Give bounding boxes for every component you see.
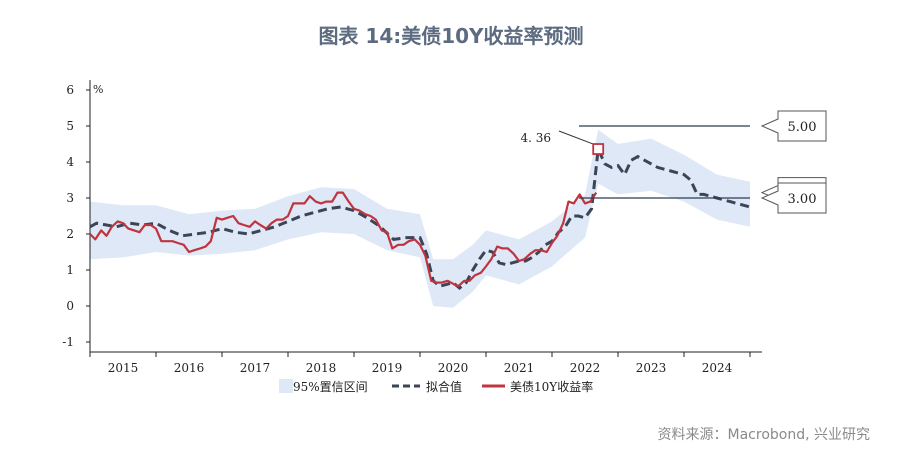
x-tick-label: 2020 bbox=[438, 361, 469, 375]
y-tick-label: 3 bbox=[66, 191, 74, 205]
y-axis-unit: % bbox=[93, 83, 103, 96]
y-tick-label: 6 bbox=[66, 83, 74, 97]
y-tick-label: 0 bbox=[66, 299, 74, 313]
y-tick-label: 1 bbox=[66, 263, 74, 277]
lower-callout-box bbox=[760, 182, 827, 214]
x-tick-label: 2016 bbox=[174, 361, 205, 375]
peak-marker bbox=[592, 143, 605, 155]
chart-title: 图表 14:美债10Y收益率预测 bbox=[318, 24, 584, 48]
legend-fit-label: 拟合值 bbox=[426, 379, 462, 394]
x-tick-label: 2019 bbox=[372, 361, 403, 375]
peak-leader-line bbox=[558, 130, 594, 145]
confidence-band-area bbox=[90, 129, 750, 308]
x-tick-label: 2017 bbox=[240, 361, 271, 375]
annotations: 4. 365.003.153.00 bbox=[520, 110, 827, 214]
x-tick-label: 2022 bbox=[570, 361, 601, 375]
series-lines bbox=[89, 143, 751, 290]
legend-band-swatch bbox=[279, 379, 293, 393]
x-tick-label: 2015 bbox=[108, 361, 139, 375]
fitted-series-line bbox=[89, 143, 751, 290]
legend-band-label: 95%置信区间 bbox=[293, 380, 368, 394]
x-tick-label: 2023 bbox=[636, 361, 667, 375]
confidence-band bbox=[90, 129, 750, 308]
actual-series-line bbox=[89, 191, 598, 288]
source-note: 资料来源：Macrobond, 兴业研究 bbox=[657, 427, 870, 443]
peak-label: 4. 36 bbox=[520, 131, 551, 145]
x-tick-label: 2021 bbox=[504, 361, 535, 375]
upper-callout-box bbox=[760, 110, 827, 142]
axes: -1 0 1 2 3 4 5 6 % 2015 2016 2017 2018 2019 2020 2021 20… bbox=[62, 80, 762, 375]
lower-callout-label: 3.00 bbox=[788, 192, 817, 207]
legend: 95%置信区间 拟合值 美债10Y收益率 bbox=[279, 379, 593, 394]
x-tick-label: 2024 bbox=[702, 361, 733, 375]
y-tick-label: 5 bbox=[66, 119, 74, 133]
legend-actual-label: 美债10Y收益率 bbox=[510, 379, 593, 394]
y-tick-label: 4 bbox=[66, 155, 74, 169]
y-tick-label: -1 bbox=[62, 335, 74, 349]
upper-callout-label: 5.00 bbox=[788, 120, 817, 135]
y-tick-label: 2 bbox=[66, 227, 74, 241]
x-tick-label: 2018 bbox=[306, 361, 337, 375]
